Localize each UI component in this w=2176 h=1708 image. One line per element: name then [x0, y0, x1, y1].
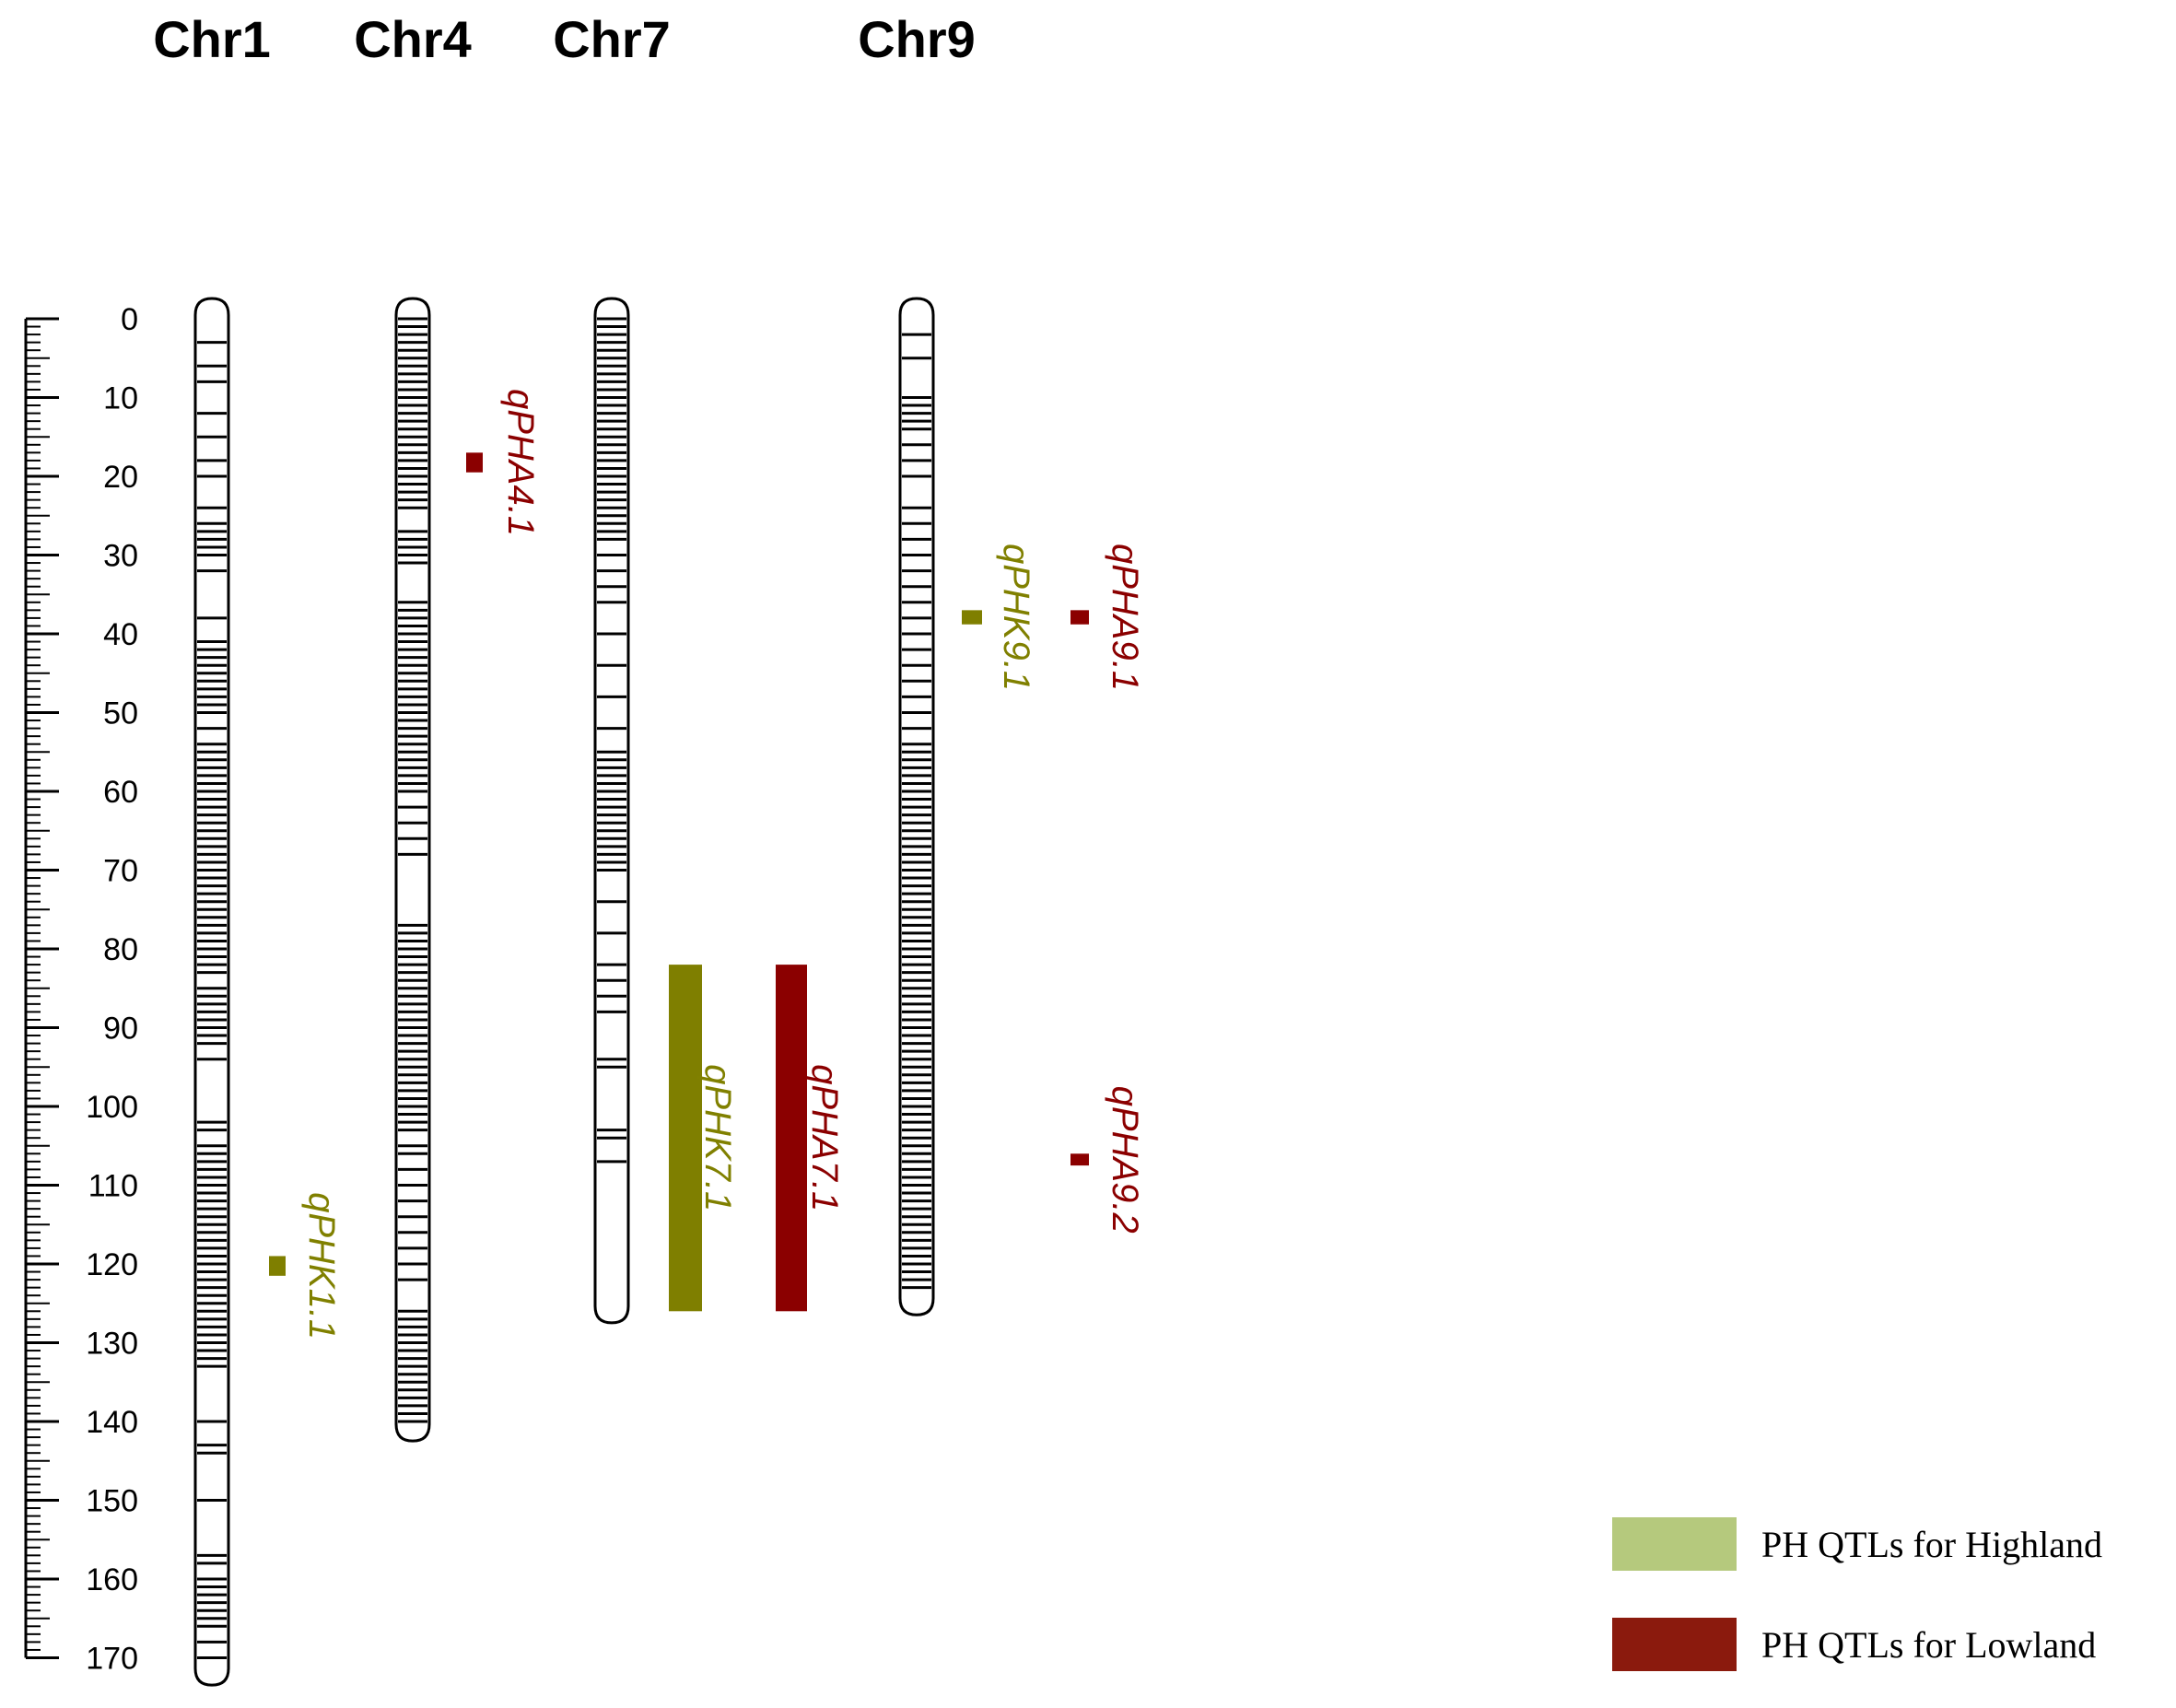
- axis-tick-label: 80: [103, 932, 138, 967]
- chromosome-outline: [193, 297, 230, 1687]
- chromosome-title: Chr4: [354, 10, 472, 68]
- axis-tick-label: 60: [103, 775, 138, 810]
- axis-tick-label: 160: [86, 1562, 138, 1597]
- qtl-bar: [1070, 610, 1089, 625]
- legend-swatch-lowland: [1612, 1618, 1737, 1671]
- qtl-qphk9-1: qPHK9.1: [962, 544, 1036, 691]
- axis-tick-label: 70: [103, 854, 138, 889]
- axis-tick-label: 150: [86, 1484, 138, 1519]
- qtl-bar: [962, 610, 982, 625]
- qtl-qpha9-2: qPHA9.2: [1070, 1086, 1145, 1234]
- qtl-label: qPHA7.1: [804, 1064, 845, 1211]
- chromosome-chr4: Chr4: [354, 10, 472, 1443]
- axis-tick-label: 130: [86, 1327, 138, 1362]
- qtl-bar: [776, 965, 807, 1312]
- axis-tick-label: 140: [86, 1405, 138, 1440]
- qtl-qphk7-1: qPHK7.1: [669, 965, 738, 1312]
- axis-tick-label: 10: [103, 381, 138, 416]
- qtl-bar: [669, 965, 702, 1312]
- qtl-bar: [1070, 1153, 1089, 1166]
- qtl-label: qPHK1.1: [301, 1192, 342, 1339]
- legend-label-highland: PH QTLs for Highland: [1761, 1524, 2102, 1565]
- qtl-qpha7-1: qPHA7.1: [776, 965, 845, 1312]
- chromosome-chr7: Chr7: [553, 10, 671, 1325]
- legend-swatch-highland: [1612, 1517, 1737, 1571]
- axis-tick-label: 90: [103, 1012, 138, 1047]
- chromosome-chr9: Chr9: [858, 10, 976, 1316]
- chromosome-title: Chr1: [153, 10, 271, 68]
- axis-tick-label: 110: [88, 1169, 138, 1204]
- qtl-label: qPHA9.2: [1105, 1086, 1145, 1234]
- qtl-label: qPHA4.1: [500, 389, 541, 536]
- chromosome-title: Chr7: [553, 10, 671, 68]
- qtl-bar: [269, 1256, 286, 1276]
- legend: PH QTLs for Highland PH QTLs for Lowland: [1612, 1517, 2102, 1671]
- qtl-label: qPHA9.1: [1105, 544, 1145, 691]
- qtl-label: qPHK7.1: [697, 1064, 738, 1211]
- chromosome-chr1: Chr1: [153, 10, 271, 1687]
- qtl-label: qPHK9.1: [996, 544, 1036, 691]
- qtl-qphk1-1: qPHK1.1: [269, 1192, 342, 1339]
- position-scale-axis: 0 10 20 30 40 50 60 70 80 90 100 110 120 130 140 150 160…: [24, 302, 138, 1677]
- axis-tick-label: 20: [103, 460, 138, 495]
- qtl-qpha9-1: qPHA9.1: [1070, 544, 1145, 691]
- qtl-bar: [466, 452, 483, 473]
- axis-tick-label: 0: [121, 302, 138, 337]
- chromosome-title: Chr9: [858, 10, 976, 68]
- axis-tick-label: 50: [103, 696, 138, 731]
- axis-tick-label: 40: [103, 617, 138, 652]
- axis-tick-label: 120: [86, 1247, 138, 1282]
- axis-tick-label: 100: [86, 1090, 138, 1125]
- axis-tick-label: 30: [103, 539, 138, 574]
- qtl-group: qPHK1.1 qPHA4.1 qPHK7.1 qPHA7.1 qPHK9.1 qPHA9…: [269, 389, 1145, 1339]
- chromosome-group: Chr1 Chr4 Chr7 Chr9: [153, 10, 976, 1687]
- axis-tick-label: 170: [86, 1642, 138, 1677]
- chromosome-outline: [394, 297, 431, 1443]
- legend-label-lowland: PH QTLs for Lowland: [1761, 1624, 2096, 1666]
- qtl-qpha4-1: qPHA4.1: [466, 389, 541, 536]
